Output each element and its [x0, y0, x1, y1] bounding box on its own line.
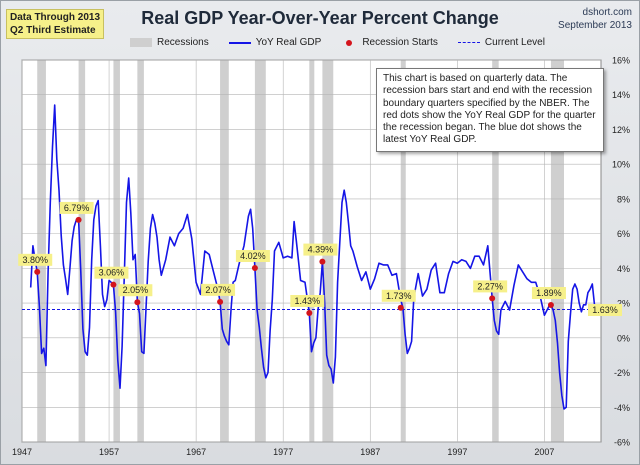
series-line [29, 104, 600, 410]
yoy-real-gdp-line [29, 104, 600, 410]
y-tick-label: 2% [617, 299, 630, 309]
legend-current-level: Current Level [457, 37, 545, 48]
recession-start-label-bg [473, 280, 508, 293]
recession-start-label-bg [18, 253, 53, 266]
recession-start-labels: 3.80% 6.79% 3.06% 2.05% 2.07% 4.02% 1.43% 4.39%… [18, 201, 622, 317]
legend-series-label: YoY Real GDP [255, 37, 322, 48]
y-tick-label: 0% [617, 333, 630, 343]
recession-start-label: 1.43% [295, 296, 321, 306]
source-credit: dshort.com September 2013 [558, 6, 632, 32]
legend-current-level-label: Current Level [484, 37, 545, 48]
recession-start-dot [251, 265, 258, 272]
data-through-badge: Data Through 2013 Q2 Third Estimate [6, 9, 105, 39]
recession-start-label-bg [201, 283, 236, 296]
recession-start-label: 6.79% [64, 203, 90, 213]
recession-start-label: 4.39% [308, 245, 334, 255]
recession-start-label-bg [235, 250, 270, 263]
recession-start-label: 3.06% [99, 268, 125, 278]
recession-start-label: 1.73% [386, 291, 412, 301]
recession-bar [492, 60, 499, 442]
source-site: dshort.com [582, 7, 632, 18]
x-tick-label: 1987 [360, 447, 380, 457]
recession-start-dot [397, 304, 404, 311]
recession-bar [220, 60, 229, 442]
recession-start-dot [319, 258, 326, 265]
recession-start-label: 2.27% [477, 281, 503, 291]
recession-start-dot [489, 295, 496, 302]
recession-bar [400, 60, 406, 442]
recession-start-dot [547, 302, 554, 309]
recession-start-dot [217, 298, 224, 305]
y-tick-label: 8% [617, 194, 630, 204]
x-tick-label: 1957 [99, 447, 119, 457]
recession-bar [137, 60, 144, 442]
recession-start-label: 3.80% [22, 255, 48, 265]
legend-recession-starts: Recession Starts [341, 37, 438, 48]
legend-series: YoY Real GDP [228, 37, 322, 48]
recession-start-label-bg [290, 294, 325, 307]
legend-recession-swatch [130, 38, 152, 47]
source-date: September 2013 [558, 20, 632, 31]
current-level-label: 1.63% [592, 305, 618, 315]
y-tick-label: 10% [612, 160, 630, 170]
recession-start-label-bg [381, 289, 416, 302]
recession-start-dot [110, 281, 117, 288]
legend-recessions: Recessions [130, 37, 209, 48]
recession-start-dot [306, 309, 313, 316]
x-tick-label: 1967 [186, 447, 206, 457]
recession-start-label-bg [94, 266, 129, 279]
x-tick-label: 2007 [534, 447, 554, 457]
legend-dashed-swatch [457, 42, 480, 43]
chart-legend: Recessions YoY Real GDP Recession Starts… [130, 37, 559, 48]
y-tick-label: 4% [617, 264, 630, 274]
chart-title: Real GDP Year-Over-Year Percent Change [141, 8, 499, 28]
recession-start-label-bg [303, 243, 338, 256]
badge-line-1: Data Through 2013 [10, 12, 101, 23]
y-tick-label: -6% [614, 438, 630, 448]
x-tick-label: 1997 [447, 447, 467, 457]
legend-recessions-label: Recessions [157, 37, 209, 48]
recession-bar [37, 60, 46, 442]
y-tick-label: 16% [612, 56, 630, 66]
recession-start-label-bg [531, 287, 566, 300]
legend-dot-swatch [346, 39, 353, 46]
legend-recession-starts-label: Recession Starts [362, 37, 438, 48]
chart-note: This chart is based on quarterly data. T… [376, 68, 604, 152]
badge-line-2: Q2 Third Estimate [10, 25, 96, 36]
x-tick-label: 1977 [273, 447, 293, 457]
recession-start-label-bg [118, 284, 153, 297]
recession-start-label: 1.89% [536, 288, 562, 298]
x-tick-label: 1947 [12, 447, 32, 457]
recession-start-label-bg [59, 201, 94, 214]
legend-line-swatch [228, 41, 251, 44]
recession-start-dot [75, 216, 82, 223]
y-tick-label: -4% [614, 403, 630, 413]
y-tick-label: 6% [617, 229, 630, 239]
recession-start-label: 4.02% [240, 251, 266, 261]
current-level-label-bg [588, 304, 622, 317]
recession-bar [550, 60, 564, 442]
recession-start-label: 2.05% [123, 285, 149, 295]
recession-bar [113, 60, 120, 442]
axis-ticks: -6% -4% -2% 0% 2% 4% 6% 8% 10% 12% 14% 16% 1947 1957 1… [12, 56, 630, 458]
recession-start-label: 2.07% [205, 285, 231, 295]
y-tick-label: 14% [612, 90, 630, 100]
recession-start-dot [134, 299, 141, 306]
y-tick-label: -2% [614, 368, 630, 378]
recession-bar [78, 60, 86, 442]
recession-start-dot [34, 268, 41, 275]
y-tick-label: 12% [612, 125, 630, 135]
